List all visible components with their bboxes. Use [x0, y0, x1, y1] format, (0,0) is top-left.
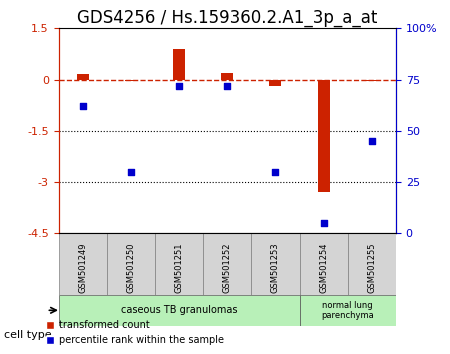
FancyBboxPatch shape	[300, 233, 348, 295]
Point	[224, 83, 231, 88]
Bar	[125, 80, 137, 81]
FancyBboxPatch shape	[155, 233, 203, 295]
Text: GSM501250: GSM501250	[126, 242, 135, 293]
Text: GSM501252: GSM501252	[223, 242, 232, 293]
Text: caseous TB granulomas: caseous TB granulomas	[121, 305, 237, 315]
Point	[127, 169, 135, 175]
Bar	[318, 80, 330, 192]
Text: GSM501255: GSM501255	[367, 242, 376, 293]
Text: normal lung
parenchyma: normal lung parenchyma	[321, 301, 374, 320]
Text: GSM501254: GSM501254	[319, 242, 328, 293]
Point	[79, 103, 86, 109]
Bar	[366, 80, 378, 81]
Point	[176, 83, 183, 88]
Bar	[270, 80, 282, 86]
Text: GSM501251: GSM501251	[175, 242, 184, 293]
Text: GSM501249: GSM501249	[78, 242, 87, 293]
Bar	[221, 73, 233, 80]
Bar	[173, 49, 185, 80]
FancyBboxPatch shape	[107, 233, 155, 295]
Bar	[76, 74, 89, 80]
Text: GSM501253: GSM501253	[271, 242, 280, 293]
Legend: transformed count, percentile rank within the sample: transformed count, percentile rank withi…	[41, 316, 228, 349]
Point	[272, 169, 279, 175]
FancyBboxPatch shape	[252, 233, 300, 295]
FancyBboxPatch shape	[203, 233, 252, 295]
FancyBboxPatch shape	[348, 233, 396, 295]
FancyBboxPatch shape	[300, 295, 396, 326]
FancyBboxPatch shape	[58, 295, 300, 326]
Point	[368, 138, 375, 144]
Point	[320, 220, 327, 226]
Text: cell type: cell type	[4, 330, 52, 339]
FancyBboxPatch shape	[58, 233, 107, 295]
Title: GDS4256 / Hs.159360.2.A1_3p_a_at: GDS4256 / Hs.159360.2.A1_3p_a_at	[77, 9, 378, 27]
